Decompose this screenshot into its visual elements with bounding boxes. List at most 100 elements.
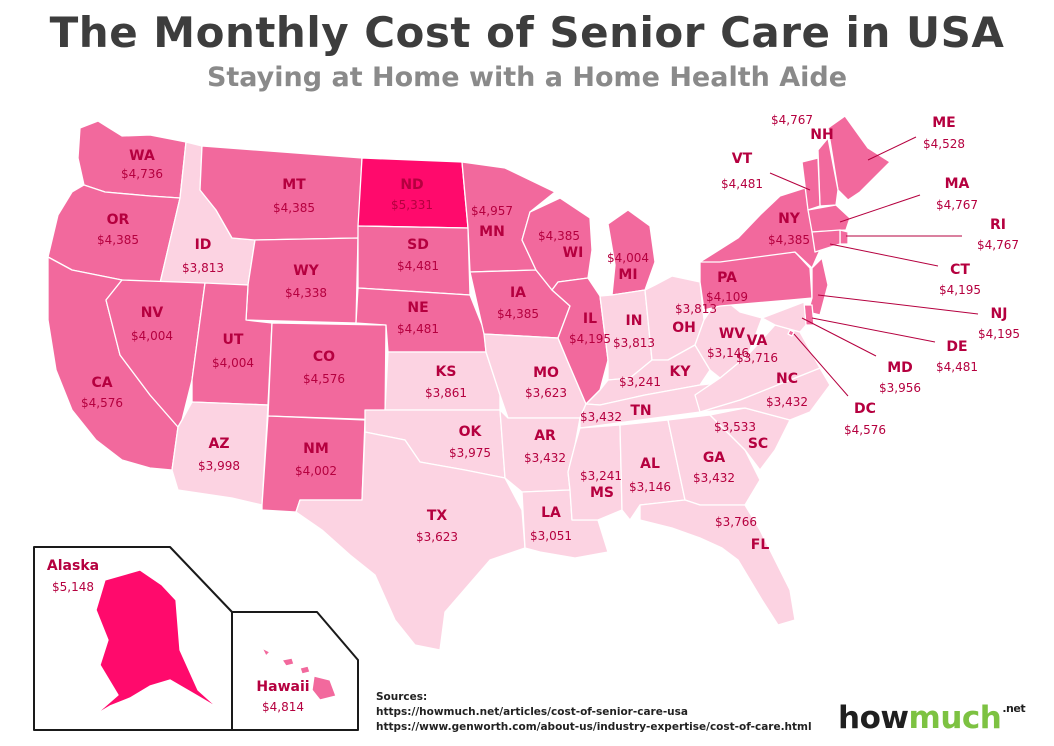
state-label-pa: PA [717,270,737,286]
state-label-me: ME [932,115,956,131]
state-label-id: ID [195,237,212,253]
state-value-hawaii: $4,814 [262,700,304,714]
state-label-alaska: Alaska [47,558,99,574]
state-label-oh: OH [672,320,696,336]
state-label-ut: UT [223,332,244,348]
state-label-tn: TN [630,403,651,419]
state-label-tx: TX [427,508,448,524]
state-value-vt: $4,481 [721,177,763,191]
logo-net: .net [1002,702,1026,715]
state-shape-nd [357,157,469,229]
leader-line-ct [829,243,939,267]
source-link-1[interactable]: https://howmuch.net/articles/cost-of-sen… [376,706,688,718]
state-value-mo: $3,623 [525,386,567,400]
state-shape-md [761,301,807,333]
state-value-ct: $4,195 [939,283,981,297]
leader-line-dc [793,333,849,397]
logo-much: much [908,700,1002,736]
state-value-ma: $4,767 [936,198,978,212]
state-shape-az [171,401,269,506]
state-label-ia: IA [510,285,526,301]
state-label-in: IN [626,313,643,329]
state-value-nv: $4,004 [131,329,173,343]
state-label-ok: OK [459,424,483,440]
inset-frame [33,546,359,731]
state-label-hawaii: Hawaii [256,679,309,695]
logo-how: how [838,700,909,736]
state-shape-ma [807,204,851,233]
state-label-sc: SC [748,436,768,452]
state-shape-vt [801,157,821,211]
state-value-ga: $3,432 [693,471,735,485]
state-label-wy: WY [293,263,319,279]
state-label-ms: MS [590,485,614,501]
state-label-ks: KS [436,364,457,380]
state-value-de: $4,481 [936,360,978,374]
state-label-fl: FL [751,537,770,553]
state-value-ri: $4,767 [977,238,1019,252]
state-label-va: VA [747,333,768,349]
state-label-md: MD [887,360,913,376]
state-shape-fl [639,499,796,626]
state-label-mi: MI [618,267,637,283]
state-value-nc: $3,432 [766,395,808,409]
state-label-ca: CA [91,375,112,391]
state-value-ky: $3,241 [619,375,661,389]
state-value-tn: $3,432 [580,410,622,424]
state-value-sd: $4,481 [397,259,439,273]
state-label-ga: GA [703,450,725,466]
state-value-az: $3,998 [198,459,240,473]
state-shape-hawaii [261,647,337,701]
state-label-mt: MT [282,177,306,193]
state-label-wv: WV [719,326,745,342]
state-label-ct: CT [950,262,970,278]
state-value-or: $4,385 [97,233,139,247]
state-label-nj: NJ [991,306,1008,322]
state-label-ne: NE [407,300,428,316]
state-value-oh: $3,813 [675,302,717,316]
state-shape-ri [839,229,849,245]
leader-line-nj [817,294,979,315]
state-label-ny: NY [778,211,801,227]
state-shape-alaska [94,569,219,716]
state-shape-tx [295,431,526,651]
state-label-nd: ND [400,177,423,193]
leader-line-md [801,317,877,357]
state-value-tx: $3,623 [416,530,458,544]
state-shape-dc [787,329,795,337]
state-value-ar: $3,432 [524,451,566,465]
state-shapes [33,115,891,731]
leader-line-vt [769,172,811,191]
state-value-wi: $4,385 [538,229,580,243]
sources: Sources: https://howmuch.net/articles/co… [376,690,812,735]
map-title: The Monthly Cost of Senior Care in USA [49,8,1005,57]
state-value-ms: $3,241 [580,469,622,483]
state-value-wv: $3,146 [707,346,749,360]
state-value-mi: $4,004 [607,251,649,265]
state-label-mo: MO [533,365,559,381]
state-value-il: $4,195 [569,332,611,346]
state-value-wy: $4,338 [285,286,327,300]
state-value-sc: $3,533 [714,420,756,434]
state-value-id: $3,813 [182,261,224,275]
map-subtitle: Staying at Home with a Home Health Aide [206,62,848,93]
state-shape-ms [567,424,623,521]
sources-heading: Sources: [376,691,428,703]
state-label-ri: RI [990,217,1006,233]
state-shape-wy [245,237,359,324]
state-value-ok: $3,975 [449,446,491,460]
state-value-ca: $4,576 [81,396,123,410]
state-shape-ct [811,229,841,253]
state-value-ks: $3,861 [425,386,467,400]
source-link-2[interactable]: https://www.genworth.com/about-us/indust… [376,721,812,733]
state-label-wi: WI [563,245,584,261]
state-label-co: CO [313,349,335,365]
state-label-sd: SD [407,237,429,253]
state-value-nj: $4,195 [978,327,1020,341]
state-shape-me [827,115,891,201]
state-label-or: OR [107,212,130,228]
state-value-pa: $4,109 [706,290,748,304]
state-label-nv: NV [141,305,164,321]
state-label-wa: WA [129,148,155,164]
